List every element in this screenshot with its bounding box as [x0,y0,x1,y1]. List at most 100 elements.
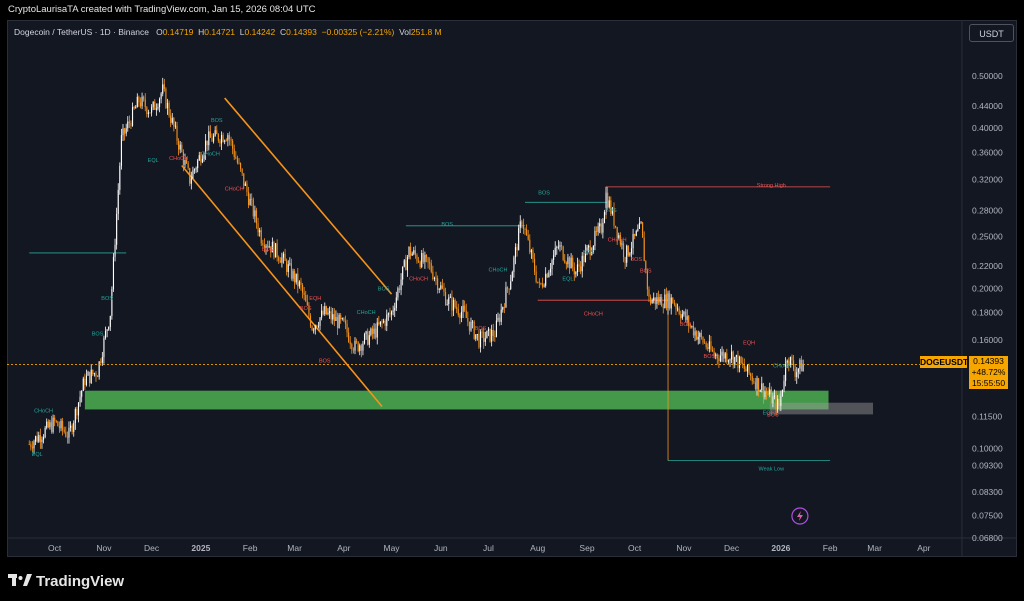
candle-body [684,311,687,320]
candle-body [723,351,725,359]
price-chart[interactable]: 0.50000 0.44000 0.40000 0.36000 0.32000 0.280… [7,20,1017,557]
candle-body [394,308,396,311]
candle-body [719,355,722,362]
candle-body [295,273,297,283]
candle-body [557,246,559,248]
x-tick-label: Feb [823,543,838,553]
candle-body [727,360,729,362]
candle-body [98,361,100,377]
currency-button[interactable]: USDT [969,24,1014,42]
x-tick-label: Aug [530,543,545,553]
y-tick-label: 0.07500 [972,510,1003,520]
candle-body [538,282,540,284]
structure-label: CHoCH [773,364,792,370]
candle-body [489,328,491,342]
candle-body [518,227,520,251]
candle-body [28,444,30,445]
candle-body [111,288,113,316]
candle-body [780,395,782,407]
candle-body [551,259,553,269]
candle-body [494,335,496,337]
candle-body [533,258,536,272]
candle-body [634,234,636,236]
candle-body [319,317,321,326]
candle-body [87,371,89,376]
candle-body [737,355,739,369]
x-tick-label: Jun [434,543,448,553]
candle-body [540,283,542,284]
candle-body [387,313,389,315]
candle-body [793,360,795,370]
candle-body [70,425,72,428]
candle-body [406,257,408,271]
candle-body [659,297,661,303]
candle-body [179,144,181,150]
candle-body [141,96,143,107]
candle-body [224,140,226,142]
close-value: 0.14393 [286,27,317,37]
candle-body [63,429,65,432]
candle-body [178,140,180,150]
candle-body [661,297,663,307]
candle-body [54,417,56,421]
candle-body [772,396,774,404]
candle-body [338,314,340,329]
candle-body [686,316,688,320]
candle-body [133,107,135,109]
candle-body [260,230,262,244]
candle-body [344,321,347,324]
candle-body [611,208,613,214]
candle-body [429,262,431,264]
candle-body [580,266,582,272]
structure-label: EQL [148,158,159,164]
candle-body [746,364,749,372]
candle-body [694,331,696,336]
structure-label: CHoCH [409,276,428,282]
candle-body [209,131,211,138]
candle-body [765,391,768,393]
x-tick-label: Dec [724,543,740,553]
candle-body [184,159,186,165]
candle-body [467,317,469,322]
candle-body [247,192,250,206]
candle-body [750,373,752,376]
candle-body [508,288,510,290]
chart-frame [7,20,1017,557]
volume-label: Vol [399,27,411,37]
structure-label: CHoCH [169,156,188,162]
y-tick-label: 0.20000 [972,283,1003,293]
symbol-name: Dogecoin / TetherUS · 1D · Binance [14,27,149,37]
candle-body [100,361,102,363]
candle-body [373,328,375,334]
candle-body [535,271,537,282]
tradingview-logo[interactable]: TradingView [8,568,124,594]
candle-body [464,305,466,311]
candle-body [586,247,588,251]
candle-body [511,272,513,282]
candle-body [548,272,550,278]
candle-body [33,441,35,449]
x-tick-label: Apr [337,543,350,553]
candle-body [677,308,679,310]
candle-body [290,263,292,279]
candle-body [629,253,631,256]
candle-body [136,96,138,108]
price-tag-values: 0.14393 +48.72% 15:55:50 [969,356,1008,389]
structure-label: Weak Low [759,467,785,473]
candle-body [802,363,804,372]
candle-body [516,247,518,251]
structure-label: EQL [562,276,573,282]
candle-body [370,328,372,336]
candle-body [187,163,189,169]
candle-body [478,334,480,348]
candle-body [139,102,142,107]
candle-body [273,242,275,258]
candle-body [233,148,235,158]
x-tick-label: Sep [579,543,594,553]
candle-body [211,137,213,142]
candle-body [192,170,194,179]
candle-body [58,426,60,429]
candle-body [31,446,33,449]
candle-body [165,88,167,109]
candle-body [38,435,40,442]
